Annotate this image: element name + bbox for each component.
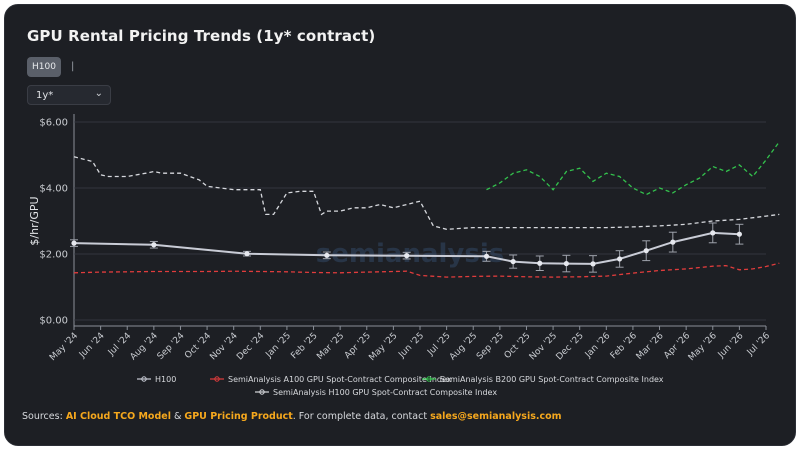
x-tick-label: Jun '26 [716, 331, 746, 361]
tab-h100[interactable]: H100 [27, 57, 61, 77]
sources-footer: Sources: AI Cloud TCO Model & GPU Pricin… [22, 411, 562, 422]
x-tick-label: Jan '25 [264, 331, 293, 360]
x-tick-label: May '25 [367, 331, 399, 363]
x-tick-label: Nov '25 [528, 331, 559, 362]
legend-label: SemiAnalysis H100 GPU Spot-Contract Comp… [273, 388, 497, 397]
data-point [510, 258, 516, 265]
x-tick-label: Jun '24 [77, 331, 107, 361]
contract-select-value: 1y* [36, 89, 54, 101]
y-tick-label: $0.00 [39, 316, 68, 327]
watermark: semianalysis [316, 239, 504, 269]
x-tick-label: Aug '25 [448, 331, 479, 362]
data-point [404, 253, 410, 259]
x-tick-label: Feb '25 [289, 331, 319, 361]
series-line-2 [486, 141, 780, 196]
data-point [324, 252, 330, 258]
chart-card: GPU Rental Pricing Trends (1y* contract)… [4, 4, 796, 446]
x-tick-label: Aug '24 [129, 331, 161, 363]
legend-marker [259, 389, 265, 395]
legend-label: SemiAnalysis A100 GPU Spot-Contract Comp… [228, 375, 452, 384]
y-tick-label: $2.00 [39, 250, 68, 261]
x-tick-label: Sep '25 [475, 331, 506, 362]
data-point [643, 248, 649, 254]
series-line-1 [73, 262, 780, 278]
data-point [563, 260, 569, 267]
sales-email-link[interactable]: sales@semianalysis.com [430, 411, 562, 422]
series-line-3 [73, 156, 780, 230]
legend-label: H100 [155, 375, 176, 384]
data-point [736, 231, 742, 237]
x-tick-label: Jan '26 [583, 331, 613, 361]
legend-label: SemiAnalysis B200 GPU Spot-Contract Comp… [440, 375, 664, 384]
x-tick-label: Nov '24 [208, 331, 240, 363]
data-point [617, 256, 623, 262]
x-tick-label: May '26 [687, 331, 719, 363]
data-point [537, 260, 543, 266]
tab-separator: | [71, 61, 75, 72]
chevron-down-icon: ⌄ [94, 88, 103, 99]
gpu-pricing-link[interactable]: GPU Pricing Product [184, 411, 293, 422]
x-tick-label: May '24 [48, 331, 80, 363]
footer-middle: . For complete data, contact [292, 411, 431, 422]
x-tick-label: Feb '26 [609, 331, 639, 361]
x-tick-label: Sep '24 [156, 331, 187, 362]
footer-amp: & [170, 411, 185, 422]
x-tick-label: Mar '25 [315, 331, 346, 362]
data-point [151, 242, 157, 248]
legend-marker [141, 376, 147, 382]
y-tick-label: $4.00 [39, 184, 68, 195]
y-axis-label: $/hr/GPU [28, 196, 41, 245]
tco-model-link[interactable]: AI Cloud TCO Model [65, 411, 171, 422]
x-tick-label: Dec '24 [235, 331, 266, 362]
legend-marker [214, 376, 220, 382]
x-tick-label: Dec '25 [555, 331, 586, 362]
x-tick-label: Mar '26 [635, 331, 666, 362]
x-tick-label: Jun '25 [397, 331, 427, 361]
data-point [71, 240, 77, 246]
y-tick-label: $6.00 [39, 118, 68, 129]
data-point [670, 239, 676, 245]
data-point [710, 230, 716, 236]
data-point [590, 261, 596, 267]
legend-marker [426, 376, 432, 382]
footer-prefix: Sources: [22, 411, 66, 422]
chart-title: GPU Rental Pricing Trends (1y* contract) [27, 27, 376, 45]
data-point [244, 251, 250, 257]
data-point [483, 253, 490, 259]
x-tick-label: Jul '26 [745, 331, 773, 359]
contract-select[interactable]: 1y* ⌄ [27, 85, 111, 105]
